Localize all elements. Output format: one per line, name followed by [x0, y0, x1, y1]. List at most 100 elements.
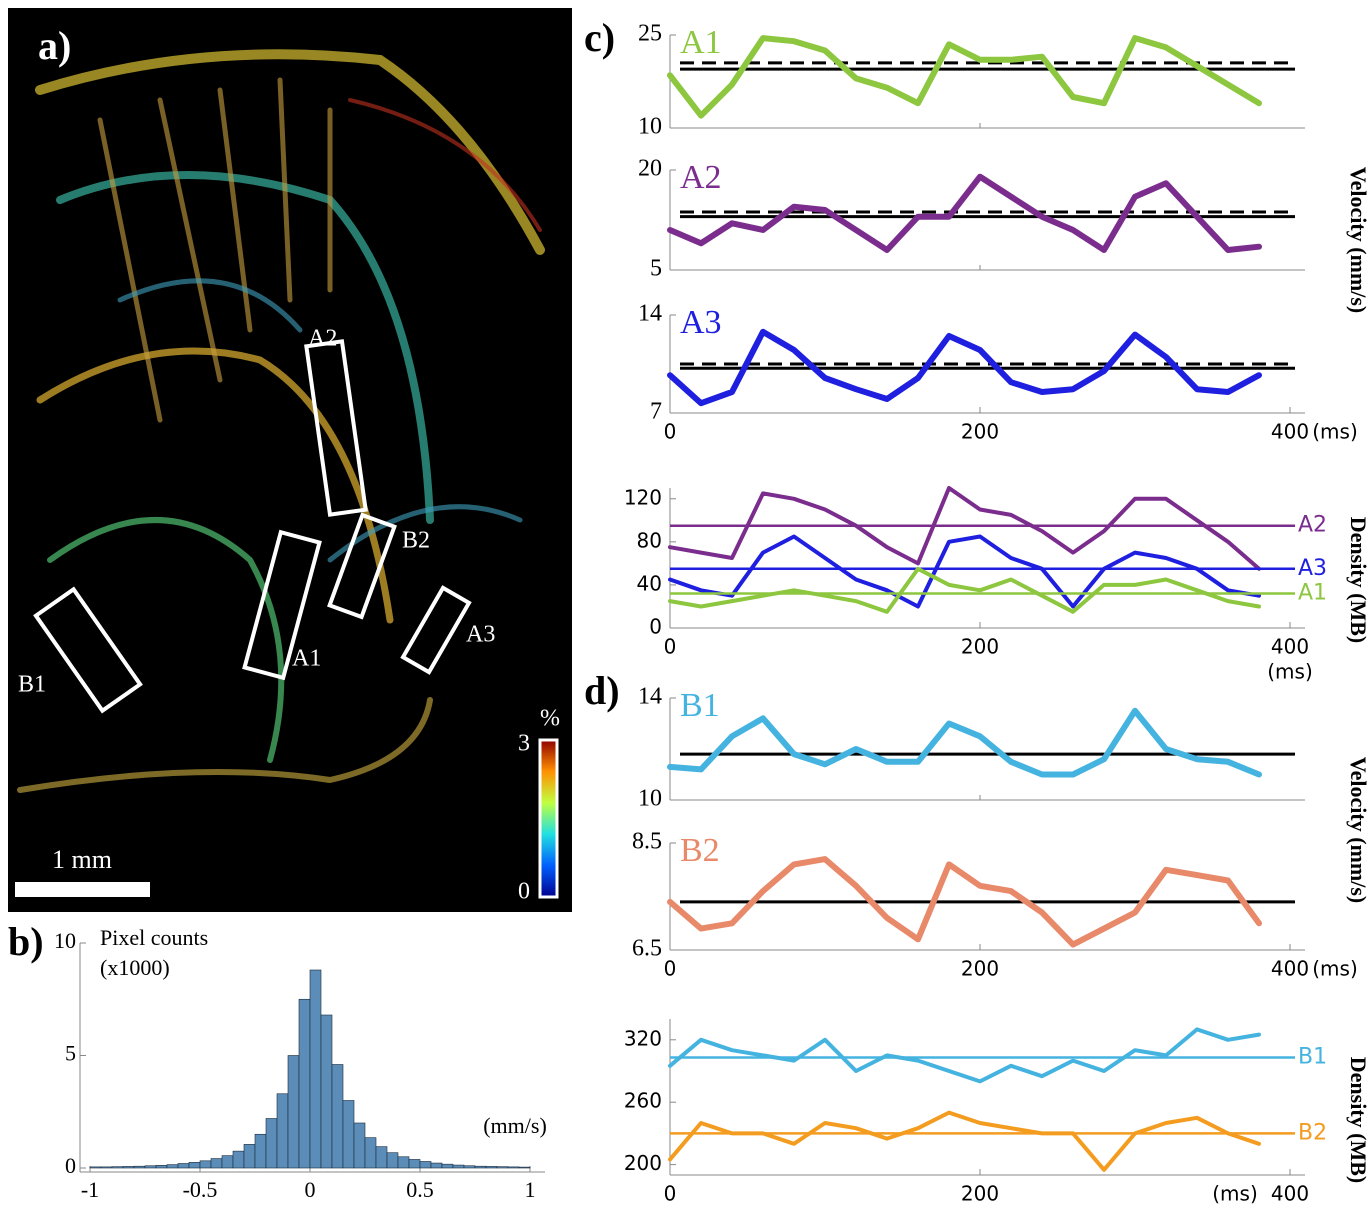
y-tick-label: 8.5 [632, 829, 662, 855]
y-tick-label: 6.5 [632, 936, 662, 962]
x-tick-label: 0 [664, 420, 677, 444]
y-axis-label: Pixel counts [100, 925, 208, 950]
x-tick-label: 400 [1271, 957, 1309, 981]
region-label: B2 [402, 528, 430, 554]
histogram-bar [365, 1138, 376, 1168]
series-label: B1 [680, 687, 720, 724]
figure: a) A2 B2 A1 A3 B1 1 mm % 03b)0510-1-0.50… [0, 0, 1372, 1213]
y-tick-label: 10 [638, 786, 662, 812]
series-label: A2 [680, 159, 722, 196]
series-label: A1 [680, 24, 722, 61]
histogram-bar [354, 1123, 365, 1168]
histogram-bar [233, 1151, 244, 1168]
x-axis-unit: (ms) [1312, 420, 1358, 444]
series-label: A3 [1298, 556, 1327, 581]
series-line [670, 1113, 1259, 1170]
x-tick-label: 200 [961, 420, 999, 444]
histogram-bar [409, 1159, 420, 1168]
histogram-bar [310, 970, 321, 1168]
x-tick-label: 200 [961, 635, 999, 659]
region-label: B1 [18, 672, 46, 698]
histogram-bar [222, 1156, 233, 1168]
panel-label: b) [8, 919, 44, 964]
x-axis-unit: (ms) [1267, 660, 1313, 684]
series-line [670, 38, 1259, 116]
image-panel: a) A2 B2 A1 A3 B1 1 mm % [8, 8, 572, 912]
histogram-bar [255, 1134, 266, 1168]
y-tick-label: 14 [638, 684, 662, 710]
y-tick-label: 120 [624, 485, 662, 509]
histogram-bar [244, 1144, 255, 1168]
histogram-bar [112, 1167, 123, 1168]
scale-bar-label: 1 mm [52, 845, 112, 874]
y-tick-label: 7 [650, 399, 662, 425]
colorbar-unit: % [540, 706, 560, 732]
x-tick-label: 0 [305, 1177, 316, 1202]
colorbar [540, 740, 557, 897]
x-axis-unit: (mm/s) [483, 1113, 547, 1138]
x-tick-label: 200 [961, 1182, 999, 1206]
y-axis-label: Density (MB) [1346, 517, 1371, 643]
histogram-bar [288, 1056, 299, 1169]
series-label: A2 [1298, 513, 1327, 538]
scale-bar [15, 882, 150, 897]
y-tick-label: 80 [637, 528, 662, 552]
colorbar-tick-label: 3 [518, 731, 530, 757]
y-tick-label: 5 [65, 1041, 76, 1066]
region-label: A3 [466, 622, 495, 648]
histogram-bar [145, 1166, 156, 1168]
y-axis-label: Density (MB) [1346, 1057, 1371, 1183]
x-tick-label: 0.5 [406, 1177, 434, 1202]
histogram-bar [376, 1147, 387, 1168]
histogram-bar [387, 1153, 398, 1168]
histogram-bar [101, 1167, 112, 1168]
histogram-bar [90, 1167, 101, 1168]
y-tick-label: 320 [624, 1026, 662, 1050]
histogram-bar [420, 1161, 431, 1168]
x-tick-label: 0 [664, 957, 677, 981]
y-tick-label: 20 [638, 156, 662, 182]
x-tick-label: 0 [664, 1182, 677, 1206]
histogram-bar [475, 1166, 486, 1168]
panel-label: d) [584, 668, 620, 713]
series-line [670, 569, 1259, 612]
histogram-bar [123, 1166, 134, 1168]
histogram-bar [453, 1165, 464, 1168]
series-label: B1 [1298, 1044, 1327, 1069]
histogram-bar [519, 1167, 530, 1168]
x-tick-label: 200 [961, 957, 999, 981]
x-tick-label: -1 [81, 1177, 99, 1202]
y-tick-label: 25 [638, 21, 662, 47]
histogram-bar [134, 1166, 145, 1168]
histogram-bar [431, 1163, 442, 1168]
y-tick-label: 200 [624, 1151, 662, 1175]
histogram-bar [343, 1101, 354, 1169]
series-line [670, 711, 1259, 775]
region-label: A1 [292, 646, 321, 672]
y-tick-label: 0 [649, 615, 662, 639]
x-tick-label: 1 [525, 1177, 536, 1202]
panel-label: c) [584, 15, 615, 60]
histogram-bar [508, 1167, 519, 1168]
y-tick-label: 10 [638, 114, 662, 140]
colorbar-tick-label: 0 [518, 879, 530, 905]
x-tick-label: 400 [1271, 1182, 1309, 1206]
y-tick-label: 0 [65, 1153, 76, 1178]
histogram-bar [178, 1164, 189, 1169]
series-label: A3 [680, 304, 722, 341]
x-tick-label: 400 [1271, 635, 1309, 659]
histogram-bar [486, 1166, 497, 1168]
region-label: A2 [308, 326, 337, 352]
panel-label: a) [38, 23, 71, 68]
histogram-bar [156, 1165, 167, 1168]
x-axis-unit: (ms) [1312, 957, 1358, 981]
histogram-bar [464, 1166, 475, 1168]
series-label: B2 [1298, 1120, 1327, 1145]
histogram-bar [398, 1157, 409, 1168]
y-axis-label: Velocity (mm/s) [1346, 757, 1371, 903]
histogram-bar [266, 1119, 277, 1169]
histogram-bar [332, 1065, 343, 1169]
series-label: A1 [1298, 581, 1327, 606]
y-tick-label: 14 [638, 301, 662, 327]
histogram-bar [277, 1094, 288, 1168]
